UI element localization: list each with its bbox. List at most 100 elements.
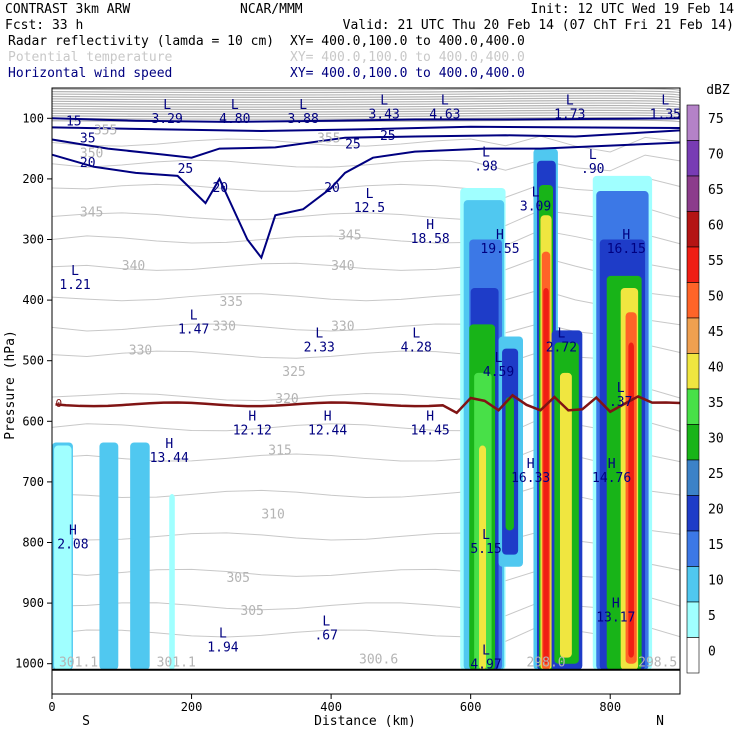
- colorbar-label: 70: [708, 148, 724, 163]
- high-marker: H: [622, 228, 630, 243]
- extremum-value: 14.76: [592, 471, 631, 486]
- extremum-value: 4.28: [401, 341, 432, 356]
- extremum-value: 16.15: [607, 242, 646, 257]
- theta-labels: 355 355 350 345 345 340 340 335 330 330 330 325 320 3…: [59, 124, 677, 671]
- colorbar-label: 5: [708, 609, 716, 624]
- freezing-level-line: 0: [55, 393, 681, 415]
- theta-label: 355: [94, 124, 117, 139]
- theta-label: 330: [212, 319, 235, 334]
- colorbar-unit: dBZ: [706, 83, 730, 98]
- extremum-value: 1.21: [59, 278, 90, 293]
- reflectivity-cell: [559, 372, 572, 658]
- y-tick-label: 900: [22, 596, 44, 610]
- y-tick-label: 600: [22, 414, 44, 428]
- extremum-value: .37: [609, 395, 632, 410]
- reflectivity-cell: [505, 397, 514, 531]
- theta-label: 305: [240, 604, 263, 619]
- theta-contour: [51, 229, 681, 247]
- wind-contour: [51, 129, 681, 159]
- theta-stripe: [51, 95, 681, 99]
- wind-label: 35: [80, 132, 96, 147]
- extremum-value: 13.44: [150, 451, 189, 466]
- colorbar-label: 30: [708, 432, 724, 447]
- wind-label: 25: [380, 129, 396, 144]
- y-tick-label: 800: [22, 536, 44, 550]
- center-label: NCAR/MMM: [240, 2, 303, 17]
- theta-label: 340: [122, 259, 145, 274]
- field-name: Potential temperature: [8, 50, 173, 65]
- reflectivity-cell: [628, 342, 634, 658]
- field-xy: XY= 400.0,100.0 to 400.0,400.0: [290, 34, 525, 49]
- y-tick-label: 1000: [15, 657, 44, 671]
- x-axis: 0 200 400 600 800: [48, 694, 621, 714]
- extremum-value: .67: [314, 628, 337, 643]
- theta-contour: [51, 135, 681, 153]
- theta-contour: [51, 177, 681, 198]
- theta-stripe: [51, 109, 681, 113]
- colorbar-swatch: [686, 566, 700, 603]
- low-marker: L: [71, 264, 79, 279]
- colorbar-label: 35: [708, 396, 724, 411]
- y-tick-label: 200: [22, 172, 44, 186]
- theta-stripe: [51, 92, 681, 96]
- high-marker: H: [527, 457, 535, 472]
- freezing-level-label: 0: [55, 397, 62, 410]
- extremum-value: 4.59: [483, 365, 514, 380]
- extremum-value: 3.29: [151, 112, 182, 127]
- x-tick-label: 400: [320, 700, 342, 714]
- y-tick-label: 500: [22, 354, 44, 368]
- colorbar-label: 45: [708, 325, 724, 340]
- wind-label: 15: [66, 115, 82, 130]
- extremum-value: 2.72: [546, 341, 577, 356]
- colorbar-swatch: [686, 317, 700, 354]
- field-xy: XY= 400.0,100.0 to 400.0,400.0: [290, 50, 525, 65]
- low-marker: L: [322, 614, 330, 629]
- colorbar-swatch: [686, 530, 700, 567]
- x-tick-label: 600: [460, 700, 482, 714]
- low-marker: L: [589, 148, 597, 163]
- freezing-level: [55, 393, 681, 415]
- colorbar-label: 55: [708, 254, 724, 269]
- extremum-value: .98: [474, 159, 497, 174]
- extremum-value: 1.35: [650, 107, 681, 122]
- extremum-value: 4.63: [429, 107, 460, 122]
- y-axis: 100 200 300 400 500 600 700 800 900 1000: [15, 111, 52, 671]
- x-tick-label: 0: [48, 700, 55, 714]
- south-end-label: S: [82, 714, 90, 729]
- colorbar-label: 15: [708, 538, 724, 553]
- low-marker: L: [315, 327, 323, 342]
- high-marker: H: [608, 457, 616, 472]
- low-marker: L: [299, 98, 307, 113]
- theta-label: 298.0: [526, 656, 565, 671]
- x-axis-label: Distance (km): [314, 714, 416, 729]
- theta-label: 325: [282, 365, 305, 380]
- extremum-value: 12.44: [308, 424, 347, 439]
- wind-contour: [51, 117, 681, 123]
- extremum-value: 16.33: [511, 471, 550, 486]
- reflectivity-cell: [543, 287, 549, 664]
- theta-label: 345: [80, 205, 103, 220]
- forecast-hour: Fcst: 33 h: [5, 18, 83, 33]
- reflectivity-cell: [169, 494, 175, 670]
- theta-contour: [51, 289, 681, 308]
- colorbar-swatch: [686, 282, 700, 319]
- wind-contour: [51, 141, 681, 260]
- reflectivity-cell: [130, 442, 150, 670]
- y-axis-label: Pressure (hPa): [3, 330, 18, 440]
- low-marker: L: [219, 627, 227, 642]
- x-tick-label: 800: [599, 700, 621, 714]
- extremum-value: 19.55: [480, 242, 519, 257]
- extremum-value: 5.15: [470, 542, 501, 557]
- low-marker: L: [190, 308, 198, 323]
- colorbar-swatch: [686, 424, 700, 461]
- theta-label: 301.1: [157, 656, 196, 671]
- y-tick-label: 100: [22, 111, 44, 125]
- theta-label: 350: [80, 147, 103, 162]
- extremum-value: 3.88: [288, 112, 319, 127]
- theta-label: 330: [129, 344, 152, 359]
- wind-label: 25: [178, 162, 194, 177]
- theta-label: 298.5: [638, 656, 677, 671]
- colorbar-swatch: [686, 495, 700, 532]
- colorbar-swatch: [686, 211, 700, 248]
